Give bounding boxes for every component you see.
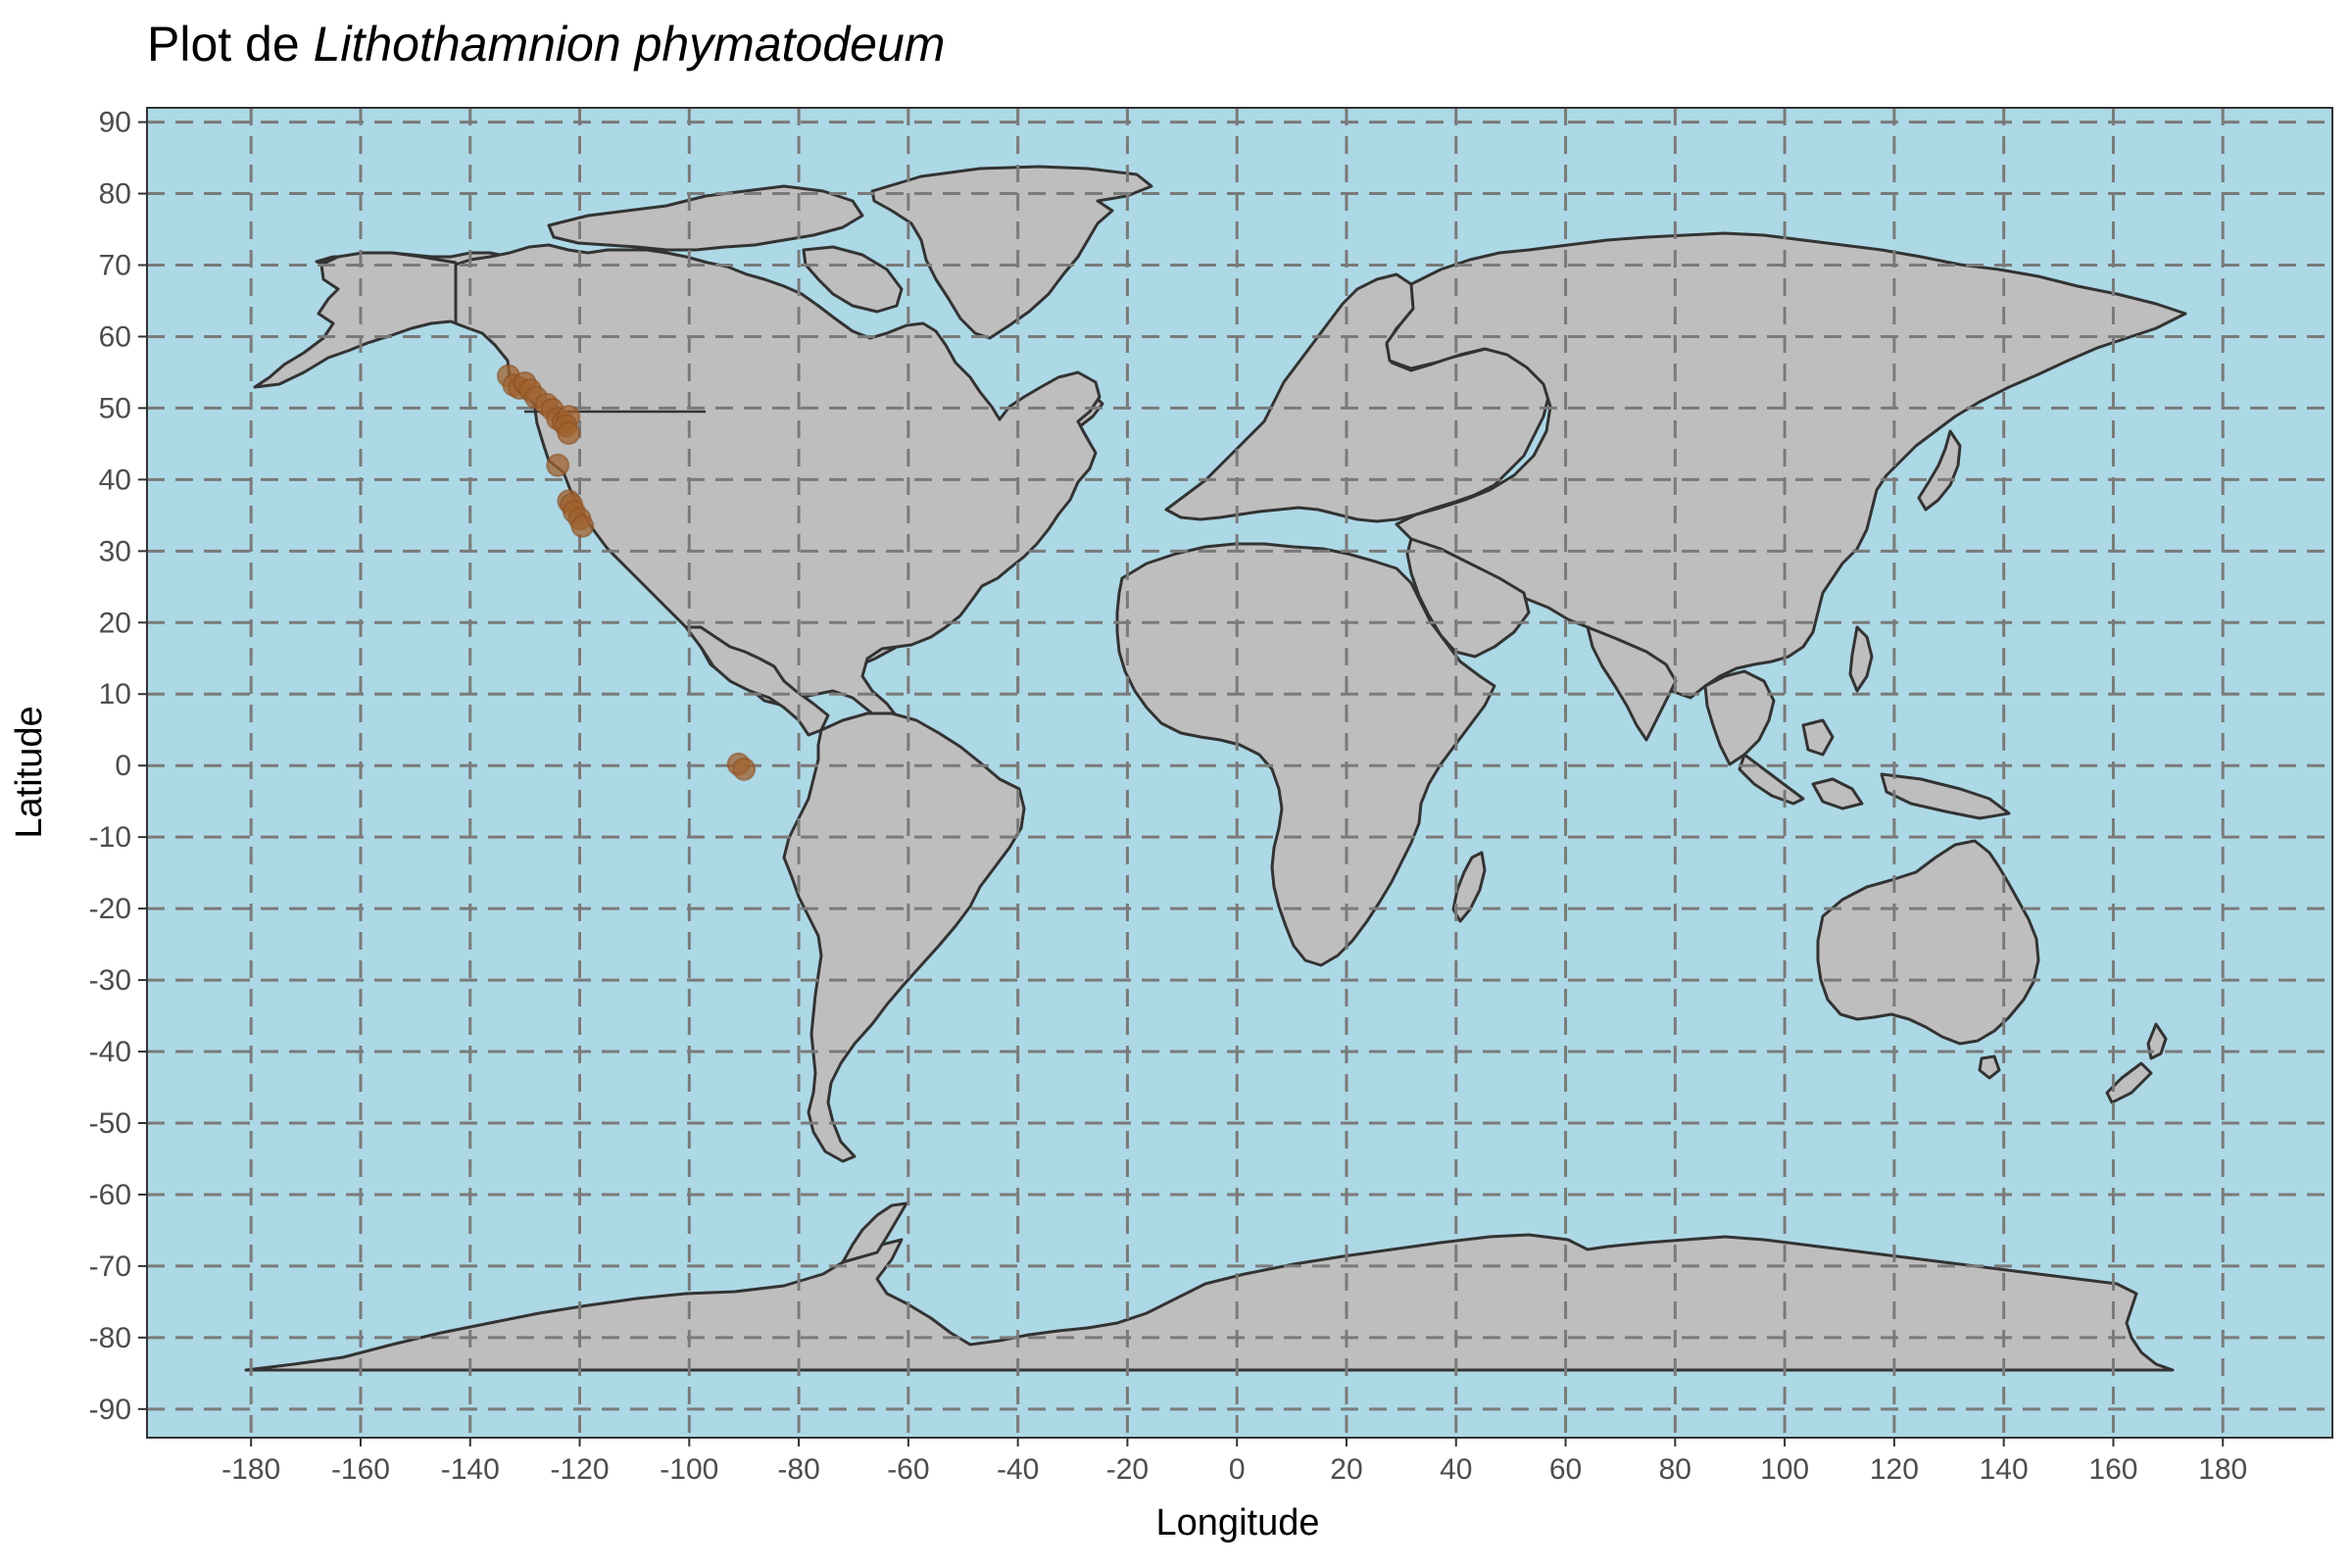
- y-tick-label: 60: [99, 320, 131, 353]
- x-tick-label: -60: [887, 1453, 929, 1486]
- y-tick-label: 10: [99, 678, 131, 710]
- x-tick-label: 160: [2088, 1453, 2137, 1486]
- y-tick-label: -30: [89, 964, 131, 997]
- y-tick-label: 0: [115, 750, 131, 782]
- africa: [1115, 542, 1496, 967]
- y-tick-label: 90: [99, 107, 131, 139]
- title-prefix: Plot de: [147, 17, 314, 72]
- occurrence-point: [546, 453, 570, 477]
- y-tick-label: -70: [89, 1250, 131, 1283]
- y-tick-label: 30: [99, 535, 131, 567]
- alaska: [253, 251, 458, 389]
- baffin-island: [802, 245, 904, 314]
- y-tick-label: -60: [89, 1179, 131, 1211]
- plot-title: Plot de Lithothamnion phymatodeum: [147, 17, 945, 72]
- y-tick-label: -40: [89, 1036, 131, 1068]
- x-tick-label: -160: [331, 1453, 390, 1486]
- panel-border: [146, 107, 2333, 1439]
- y-tick-label: -20: [89, 893, 131, 925]
- title-species: Lithothamnion phymatodeum: [314, 17, 946, 72]
- occurrence-point: [732, 757, 757, 781]
- x-tick-label: 80: [1659, 1453, 1691, 1486]
- y-tick-label: 40: [99, 464, 131, 496]
- y-tick-label: -80: [89, 1322, 131, 1354]
- x-tick-label: 120: [1870, 1453, 1919, 1486]
- occurrence-point: [570, 514, 595, 538]
- y-tick-label: 20: [99, 607, 131, 639]
- x-axis: -180 -160 -140 -120 -100 -80 -60 -40 -20 0 20 40 60 8…: [221, 1438, 2247, 1486]
- y-tick-label: -50: [89, 1107, 131, 1140]
- y-axis-title: Latitude: [9, 706, 50, 838]
- x-tick-label: -100: [660, 1453, 718, 1486]
- y-tick-label: 70: [99, 250, 131, 282]
- x-tick-label: 20: [1330, 1453, 1362, 1486]
- x-tick-label: 180: [2198, 1453, 2247, 1486]
- greenland: [870, 165, 1153, 340]
- x-tick-label: 140: [1980, 1453, 2029, 1486]
- y-axis: 90 80 70 60 50 40 30 20 10 0 -10 -20 -30 -40 -50 -60 -70…: [89, 107, 147, 1426]
- philippines: [1848, 625, 1874, 693]
- x-tick-label: 60: [1549, 1453, 1582, 1486]
- x-tick-label: 40: [1440, 1453, 1472, 1486]
- occurrence-points: [496, 364, 757, 781]
- gridlines-horizontal: [147, 121, 2332, 1411]
- central-america: [684, 625, 830, 737]
- japan: [1917, 429, 1962, 512]
- y-tick-label: 80: [99, 178, 131, 211]
- occurrence-point: [557, 420, 581, 445]
- y-tick-label: 50: [99, 392, 131, 424]
- arctic-islands: [547, 184, 864, 252]
- antarctic-peninsula: [841, 1201, 908, 1264]
- indonesia: [1738, 718, 2011, 820]
- x-tick-label: -120: [551, 1453, 610, 1486]
- x-tick-label: -20: [1106, 1453, 1149, 1486]
- australia: [1816, 839, 2040, 1046]
- madagascar: [1451, 851, 1487, 923]
- x-axis-title: Longitude: [1156, 1502, 1320, 1544]
- x-tick-label: -40: [997, 1453, 1039, 1486]
- x-tick-label: 0: [1229, 1453, 1246, 1486]
- arabian-peninsula: [1405, 537, 1531, 659]
- tasmania: [1978, 1054, 2001, 1080]
- x-tick-label: -180: [221, 1453, 280, 1486]
- land-masses: [244, 165, 2187, 1372]
- india: [1586, 625, 1678, 742]
- x-tick-label: -140: [441, 1453, 500, 1486]
- x-tick-label: -80: [777, 1453, 819, 1486]
- y-tick-label: -90: [89, 1394, 131, 1426]
- gridlines-vertical: [249, 108, 2225, 1438]
- x-tick-label: 100: [1760, 1453, 1809, 1486]
- y-tick-label: -10: [89, 821, 131, 854]
